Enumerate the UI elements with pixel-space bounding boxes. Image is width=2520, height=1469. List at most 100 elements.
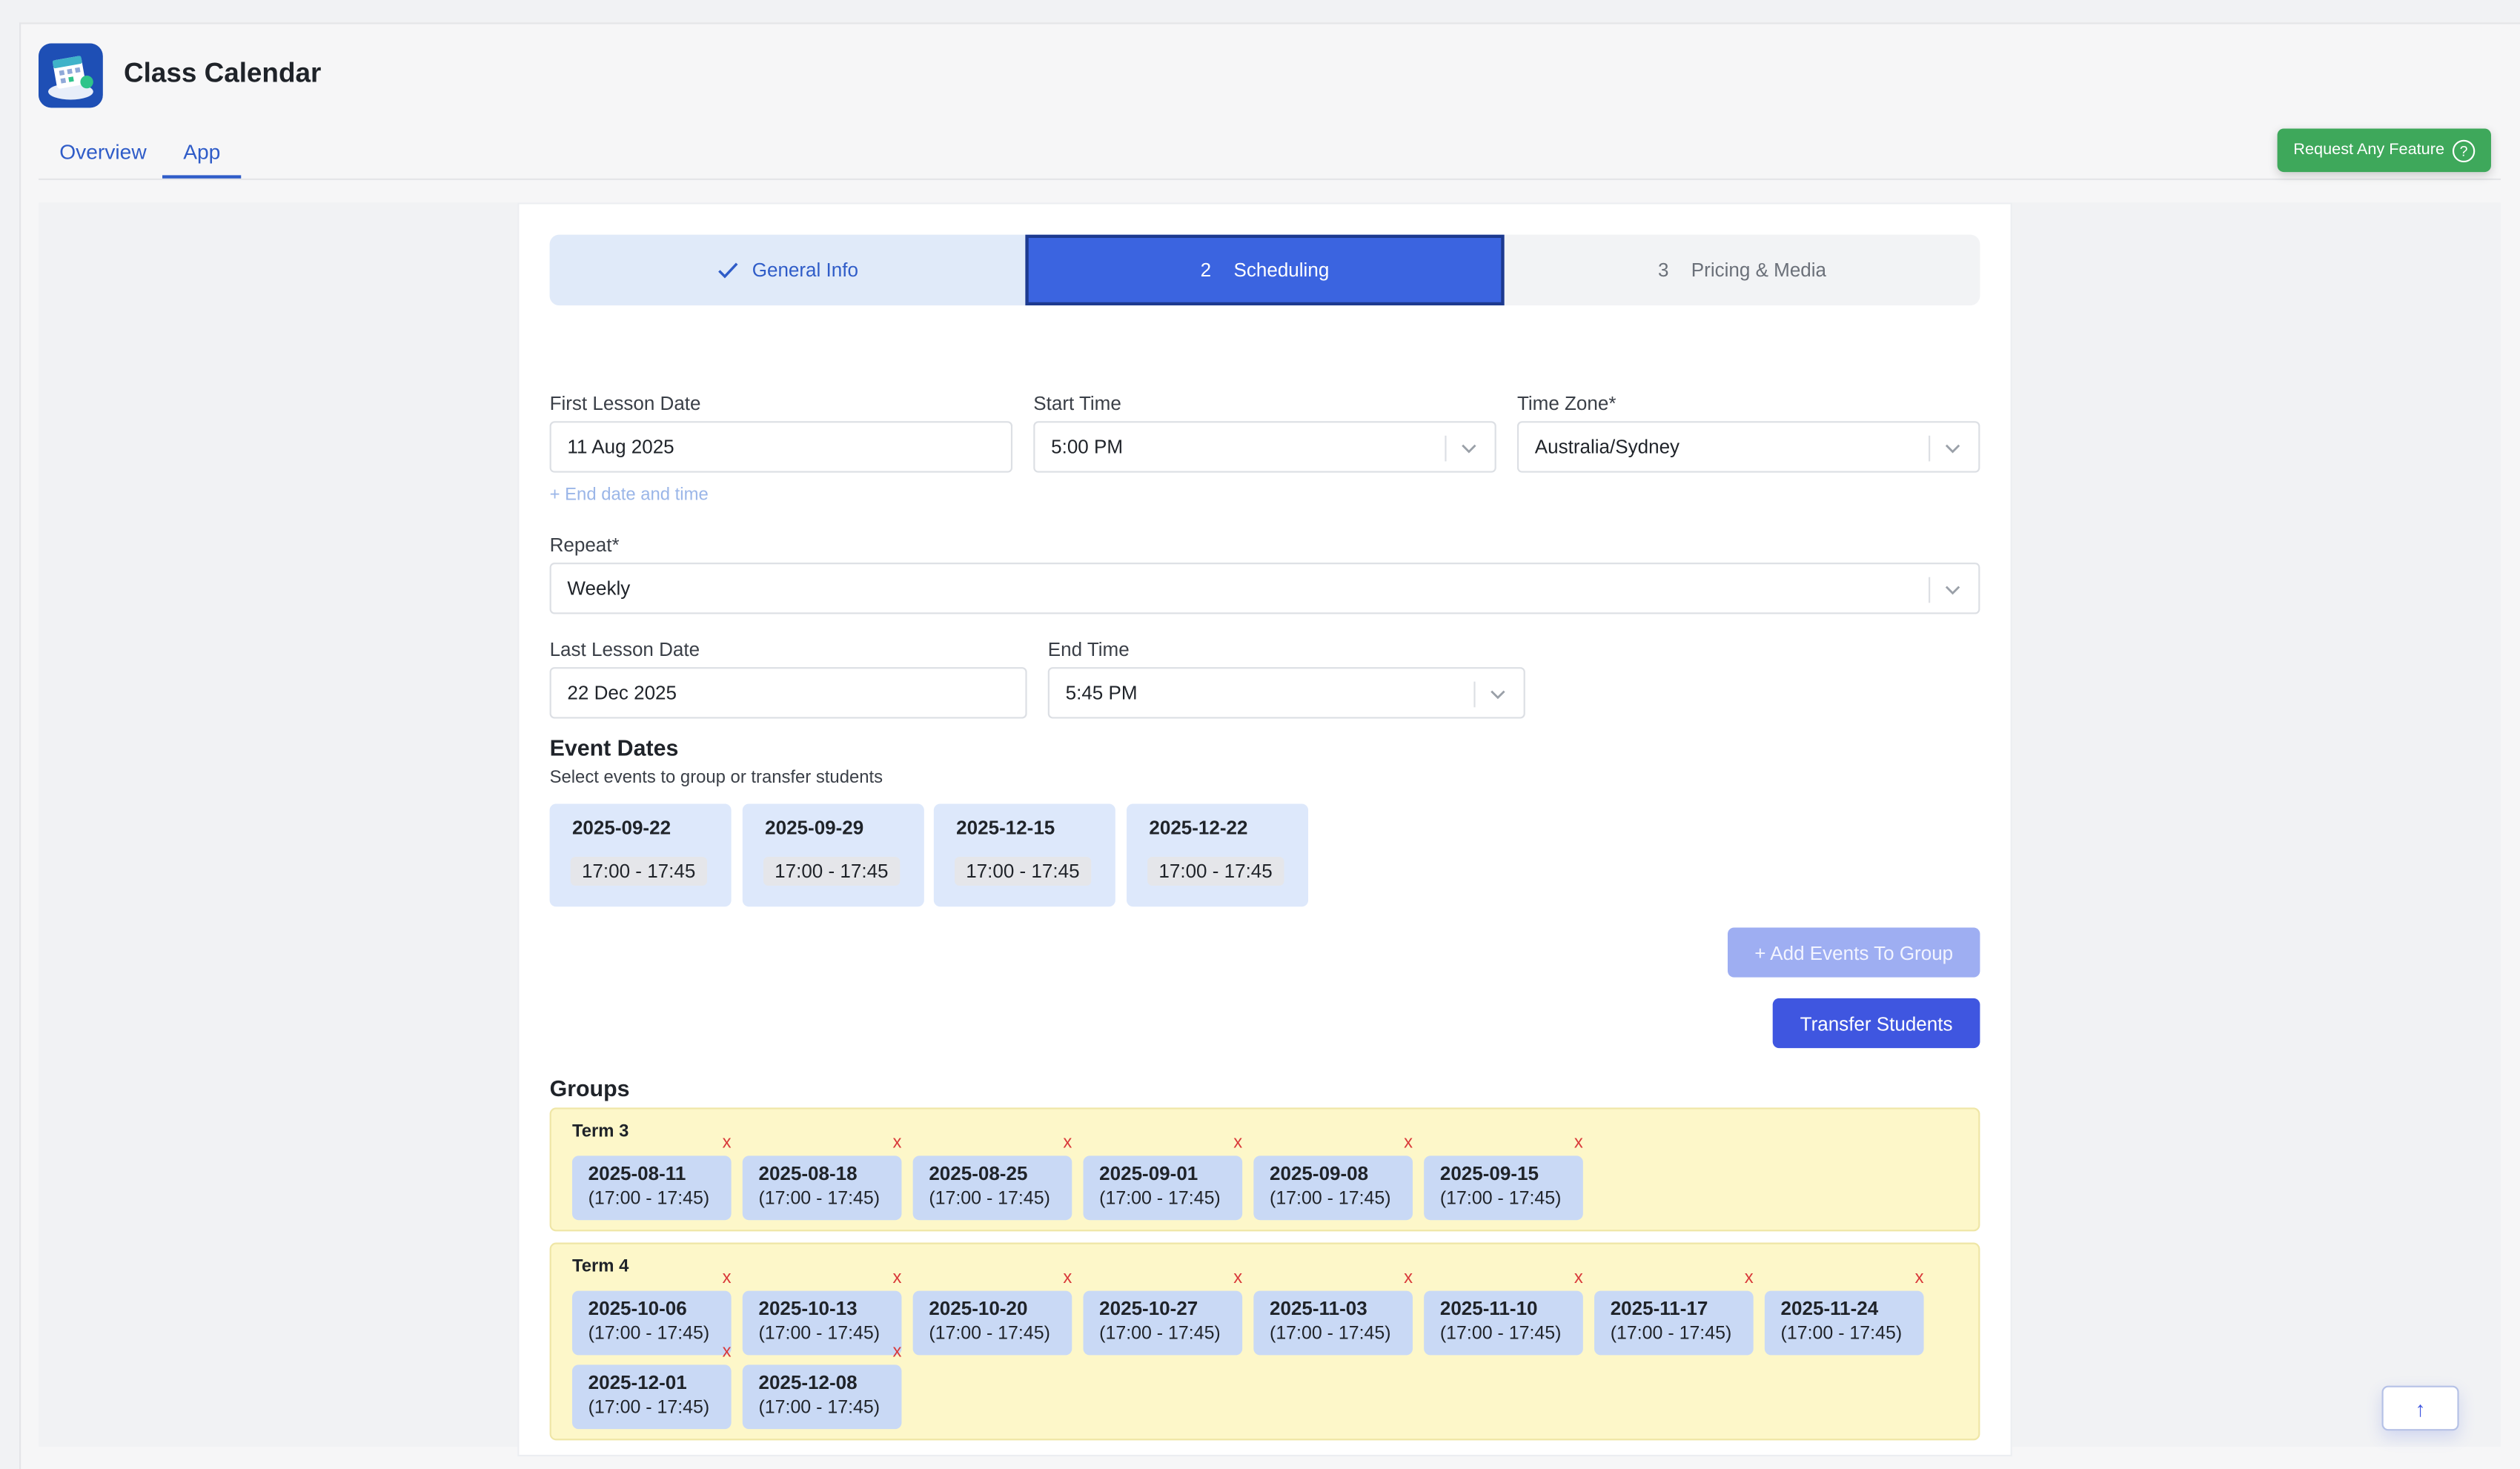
- remove-event-icon[interactable]: x: [892, 1133, 902, 1153]
- first-lesson-date-input[interactable]: 11 Aug 2025: [549, 421, 1013, 473]
- chip-time: (17:00 - 17:45): [588, 1398, 710, 1418]
- group-event-chip[interactable]: 2025-09-15 (17:00 - 17:45) x: [1424, 1133, 1583, 1221]
- event-card[interactable]: 2025-12-22 17:00 - 17:45: [1127, 803, 1309, 907]
- stepper: General Info 2 Scheduling 3 Pricing & Me…: [549, 234, 1980, 306]
- time-zone-select[interactable]: Australia/Sydney: [1516, 421, 1980, 473]
- group-event-chip[interactable]: 2025-11-24 (17:00 - 17:45) x: [1764, 1268, 1924, 1356]
- remove-event-icon[interactable]: x: [1063, 1268, 1072, 1288]
- chip-time: (17:00 - 17:45): [1270, 1324, 1391, 1344]
- chip-date: 2025-11-24: [1780, 1297, 1879, 1320]
- tab-overview[interactable]: Overview: [59, 139, 147, 165]
- event-time: 17:00 - 17:45: [1147, 857, 1284, 886]
- group-name: Term 4: [571, 1257, 629, 1277]
- group-event-chip[interactable]: 2025-09-01 (17:00 - 17:45) x: [1083, 1133, 1243, 1221]
- end-date-time-link[interactable]: + End date and time: [549, 485, 709, 505]
- chevron-down-icon: [1491, 690, 1505, 700]
- group-event-chip[interactable]: 2025-10-27 (17:00 - 17:45) x: [1083, 1268, 1243, 1356]
- remove-event-icon[interactable]: x: [1233, 1133, 1243, 1153]
- remove-event-icon[interactable]: x: [892, 1342, 902, 1362]
- group-event-chip[interactable]: 2025-08-11 (17:00 - 17:45) x: [571, 1133, 732, 1221]
- event-card[interactable]: 2025-09-29 17:00 - 17:45: [742, 803, 924, 907]
- repeat-select[interactable]: Weekly: [549, 563, 1980, 614]
- help-circle-icon: ?: [2452, 139, 2476, 162]
- group-event-chip[interactable]: 2025-11-10 (17:00 - 17:45) x: [1424, 1268, 1583, 1356]
- app-title: Class Calendar: [123, 58, 322, 89]
- step-scheduling[interactable]: 2 Scheduling: [1025, 234, 1505, 306]
- chip-date: 2025-10-06: [588, 1297, 687, 1320]
- remove-event-icon[interactable]: x: [1914, 1268, 1924, 1288]
- start-time-label: Start Time: [1033, 392, 1121, 415]
- remove-event-icon[interactable]: x: [1574, 1268, 1583, 1288]
- remove-event-icon[interactable]: x: [722, 1342, 732, 1362]
- remove-event-icon[interactable]: x: [1063, 1133, 1072, 1153]
- chip-time: (17:00 - 17:45): [1099, 1324, 1221, 1344]
- event-time: 17:00 - 17:45: [763, 857, 900, 886]
- event-card[interactable]: 2025-12-15 17:00 - 17:45: [933, 803, 1115, 907]
- tab-app[interactable]: App: [183, 139, 221, 165]
- arrow-up-icon: ↑: [2415, 1396, 2426, 1421]
- request-feature-button[interactable]: Request Any Feature ?: [2277, 128, 2491, 173]
- end-time-select[interactable]: 5:45 PM: [1047, 667, 1525, 719]
- end-time-label: End Time: [1047, 638, 1130, 661]
- chip-date: 2025-10-20: [929, 1297, 1028, 1320]
- transfer-students-button[interactable]: Transfer Students: [1772, 998, 1980, 1049]
- chevron-down-icon: [1945, 444, 1960, 454]
- group-event-chip[interactable]: 2025-08-25 (17:00 - 17:45) x: [912, 1133, 1072, 1221]
- time-zone-value: Australia/Sydney: [1534, 435, 1680, 459]
- step-pricing-label: Pricing & Media: [1691, 259, 1827, 282]
- event-date: 2025-12-22: [1149, 816, 1248, 840]
- group-event-chip[interactable]: 2025-08-18 (17:00 - 17:45) x: [742, 1133, 902, 1221]
- group-event-chip[interactable]: 2025-12-08 (17:00 - 17:45) x: [742, 1342, 902, 1430]
- remove-event-icon[interactable]: x: [892, 1268, 902, 1288]
- remove-event-icon[interactable]: x: [722, 1133, 732, 1153]
- check-icon: [718, 262, 738, 279]
- select-separator: [1445, 435, 1447, 462]
- chip-time: (17:00 - 17:45): [758, 1398, 881, 1418]
- group-event-chip[interactable]: 2025-10-06 (17:00 - 17:45) x: [571, 1268, 732, 1356]
- chip-time: (17:00 - 17:45): [1099, 1189, 1221, 1210]
- chip-date: 2025-10-27: [1099, 1297, 1198, 1320]
- step-pricing-media[interactable]: 3 Pricing & Media: [1505, 235, 1980, 305]
- tabs-divider: [39, 178, 2501, 180]
- select-separator: [1929, 577, 1931, 603]
- last-lesson-date-label: Last Lesson Date: [549, 638, 700, 661]
- first-lesson-date-label: First Lesson Date: [549, 392, 701, 415]
- group-event-chip[interactable]: 2025-11-17 (17:00 - 17:45) x: [1594, 1268, 1754, 1356]
- group-event-chip[interactable]: 2025-10-13 (17:00 - 17:45) x: [742, 1268, 902, 1356]
- chip-date: 2025-08-11: [588, 1162, 686, 1185]
- remove-event-icon[interactable]: x: [722, 1268, 732, 1288]
- remove-event-icon[interactable]: x: [1744, 1268, 1754, 1288]
- group-event-chip[interactable]: 2025-12-01 (17:00 - 17:45) x: [571, 1342, 732, 1430]
- chevron-down-icon: [1945, 586, 1960, 595]
- remove-event-icon[interactable]: x: [1404, 1268, 1413, 1288]
- first-lesson-date-value: 11 Aug 2025: [567, 435, 674, 459]
- chip-time: (17:00 - 17:45): [588, 1324, 710, 1344]
- group-event-chip[interactable]: 2025-11-03 (17:00 - 17:45) x: [1253, 1268, 1413, 1356]
- time-zone-label: Time Zone*: [1516, 392, 1617, 415]
- chip-date: 2025-09-08: [1270, 1162, 1369, 1185]
- chip-time: (17:00 - 17:45): [1610, 1324, 1732, 1344]
- remove-event-icon[interactable]: x: [1404, 1133, 1413, 1153]
- add-events-to-group-button[interactable]: + Add Events To Group: [1727, 927, 1980, 978]
- remove-event-icon[interactable]: x: [1574, 1133, 1583, 1153]
- chip-time: (17:00 - 17:45): [1270, 1189, 1391, 1210]
- chip-date: 2025-09-01: [1099, 1162, 1198, 1185]
- group-event-chip[interactable]: 2025-10-20 (17:00 - 17:45) x: [912, 1268, 1072, 1356]
- scroll-to-top-button[interactable]: ↑: [2381, 1385, 2459, 1431]
- step-general-info-label: General Info: [752, 259, 858, 282]
- remove-event-icon[interactable]: x: [1233, 1268, 1243, 1288]
- chip-date: 2025-12-08: [758, 1371, 858, 1394]
- start-time-value: 5:00 PM: [1051, 435, 1124, 459]
- last-lesson-date-input[interactable]: 22 Dec 2025: [549, 667, 1027, 719]
- event-card[interactable]: 2025-09-22 17:00 - 17:45: [549, 803, 732, 907]
- repeat-label: Repeat*: [549, 534, 620, 557]
- step-general-info[interactable]: General Info: [549, 234, 1026, 306]
- chip-date: 2025-11-10: [1439, 1297, 1538, 1320]
- event-date: 2025-12-15: [956, 816, 1055, 840]
- event-dates-title: Event Dates: [549, 734, 679, 760]
- chip-date: 2025-08-18: [758, 1162, 858, 1185]
- group-event-chip[interactable]: 2025-09-08 (17:00 - 17:45) x: [1253, 1133, 1413, 1221]
- chip-date: 2025-08-25: [929, 1162, 1028, 1185]
- start-time-select[interactable]: 5:00 PM: [1033, 421, 1496, 473]
